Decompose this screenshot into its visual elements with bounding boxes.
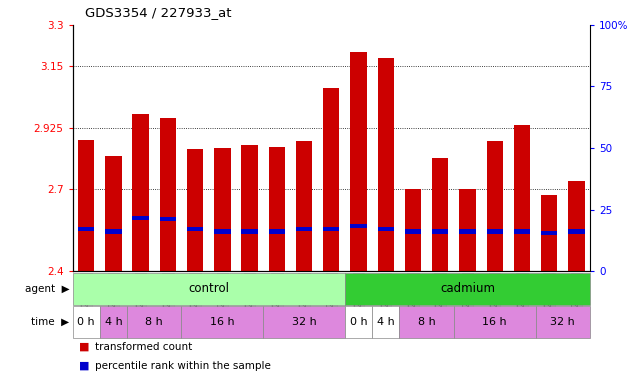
Bar <box>269 147 285 271</box>
Bar <box>372 306 399 338</box>
Text: 32 h: 32 h <box>292 317 316 327</box>
Bar <box>541 195 557 271</box>
Bar <box>568 229 584 233</box>
Bar <box>187 149 203 271</box>
Bar <box>350 224 367 228</box>
Bar <box>133 215 149 220</box>
Bar <box>405 189 421 271</box>
Bar <box>78 227 95 231</box>
Bar <box>105 229 122 233</box>
Bar <box>323 88 339 271</box>
Text: GDS3354 / 227933_at: GDS3354 / 227933_at <box>85 6 232 19</box>
Text: 16 h: 16 h <box>210 317 235 327</box>
Text: ■: ■ <box>79 361 90 371</box>
Bar <box>133 114 149 271</box>
Bar <box>214 229 230 233</box>
Bar <box>459 229 476 233</box>
Bar <box>214 148 230 271</box>
Text: time  ▶: time ▶ <box>32 317 69 327</box>
Text: ■: ■ <box>79 342 90 352</box>
Text: 0 h: 0 h <box>78 317 95 327</box>
Bar <box>160 118 176 271</box>
Bar <box>242 145 257 271</box>
Bar <box>73 273 345 305</box>
Text: cadmium: cadmium <box>440 282 495 295</box>
Text: transformed count: transformed count <box>95 342 192 352</box>
Text: 4 h: 4 h <box>377 317 394 327</box>
Bar <box>187 227 203 231</box>
Bar <box>454 306 536 338</box>
Text: 32 h: 32 h <box>550 317 575 327</box>
Bar <box>541 231 557 235</box>
Bar <box>345 306 372 338</box>
Bar <box>269 229 285 233</box>
Bar <box>377 227 394 231</box>
Bar <box>263 306 345 338</box>
Bar <box>78 140 95 271</box>
Text: percentile rank within the sample: percentile rank within the sample <box>95 361 271 371</box>
Bar <box>182 306 263 338</box>
Bar <box>105 156 122 271</box>
Text: 0 h: 0 h <box>350 317 367 327</box>
Bar <box>296 227 312 231</box>
Text: 16 h: 16 h <box>482 317 507 327</box>
Bar <box>405 229 421 233</box>
Bar <box>487 141 503 271</box>
Text: 8 h: 8 h <box>145 317 163 327</box>
Bar <box>399 306 454 338</box>
Text: agent  ▶: agent ▶ <box>25 284 69 294</box>
Bar <box>487 229 503 233</box>
Bar <box>514 229 530 233</box>
Bar <box>73 306 100 338</box>
Bar <box>160 217 176 221</box>
Text: control: control <box>188 282 229 295</box>
Bar <box>432 229 449 233</box>
Bar <box>514 125 530 271</box>
Bar <box>296 141 312 271</box>
Text: 4 h: 4 h <box>105 317 122 327</box>
Text: 8 h: 8 h <box>418 317 435 327</box>
Bar <box>242 229 257 233</box>
Bar <box>345 273 590 305</box>
Bar <box>100 306 127 338</box>
Bar <box>459 189 476 271</box>
Bar <box>568 181 584 271</box>
Bar <box>323 227 339 231</box>
Bar <box>536 306 590 338</box>
Bar <box>127 306 182 338</box>
Bar <box>350 52 367 271</box>
Bar <box>432 157 449 271</box>
Bar <box>377 58 394 271</box>
